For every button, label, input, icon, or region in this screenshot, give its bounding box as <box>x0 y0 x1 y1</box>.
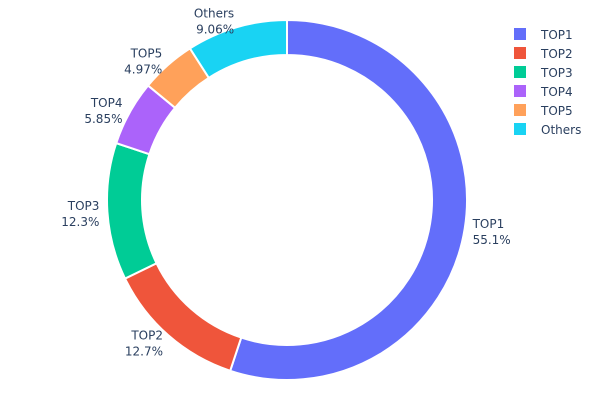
slice-value-top5: 4.97% <box>124 62 162 76</box>
slice-value-top3: 12.3% <box>61 215 99 229</box>
slice-labels: TOP1 55.1% TOP2 12.7% TOP3 12.3% TOP4 5.85% TOP5… <box>61 7 510 359</box>
legend-swatch-top4 <box>514 85 526 97</box>
slice-label-top4: TOP4 <box>90 96 123 110</box>
legend-item-top5[interactable]: TOP5 <box>514 104 573 118</box>
legend-label-top4: TOP4 <box>540 85 573 99</box>
slice-label-top1: TOP1 <box>472 217 505 231</box>
slice-top1[interactable] <box>228 18 468 381</box>
legend-swatch-top5 <box>514 104 526 116</box>
legend-label-top5: TOP5 <box>540 104 573 118</box>
slice-value-top4: 5.85% <box>84 112 122 126</box>
legend-item-top3[interactable]: TOP3 <box>514 66 573 80</box>
slice-others[interactable] <box>188 18 288 80</box>
legend-swatch-top1 <box>514 28 526 40</box>
donut-slices <box>106 18 468 381</box>
legend-label-others: Others <box>541 123 581 137</box>
legend-swatch-others <box>514 123 526 135</box>
slice-label-others: Others <box>194 7 234 21</box>
legend-swatch-top2 <box>514 47 526 59</box>
legend-item-top2[interactable]: TOP2 <box>514 47 573 61</box>
legend-swatch-top3 <box>514 66 526 78</box>
legend-label-top3: TOP3 <box>540 66 573 80</box>
legend-item-top4[interactable]: TOP4 <box>514 85 573 99</box>
slice-label-top3: TOP3 <box>67 199 100 213</box>
slice-label-top2: TOP2 <box>130 328 163 342</box>
legend-item-others[interactable]: Others <box>514 123 581 137</box>
legend-label-top2: TOP2 <box>540 47 573 61</box>
legend-label-top1: TOP1 <box>540 28 573 42</box>
slice-value-top1: 55.1% <box>473 233 511 247</box>
slice-value-top2: 12.7% <box>125 344 163 358</box>
legend-item-top1[interactable]: TOP1 <box>514 28 573 42</box>
slice-label-top5: TOP5 <box>130 46 163 60</box>
slice-value-others: 9.06% <box>196 23 234 37</box>
slice-top3[interactable] <box>106 141 158 280</box>
legend: TOP1 TOP2 TOP3 TOP4 TOP5 Others <box>514 28 581 137</box>
